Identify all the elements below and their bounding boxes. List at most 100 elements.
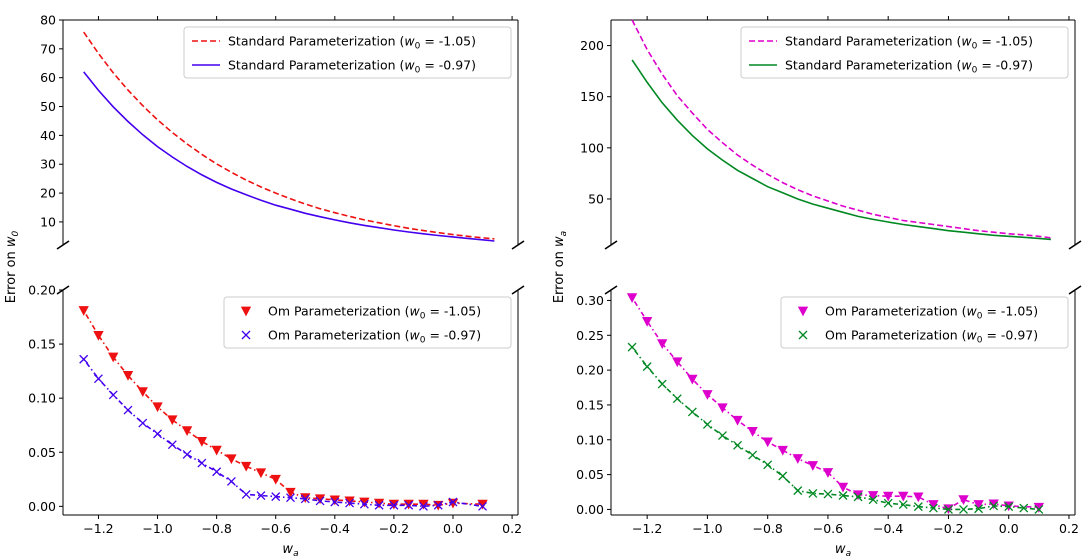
- data-point: [389, 500, 399, 510]
- y-tick-label: 0.00: [28, 499, 56, 514]
- data-point: [687, 374, 698, 385]
- y-axis-label: Error on wa: [552, 231, 569, 303]
- data-point: [747, 427, 758, 437]
- y-tick-label: 10: [40, 214, 56, 229]
- y-tick-label: 0.25: [576, 328, 604, 343]
- legend: Standard Parameterization (w0 = -1.05) St…: [183, 26, 512, 79]
- axis-break-mark: [1068, 240, 1082, 250]
- axis-break-mark: [511, 240, 525, 250]
- legend-box: [183, 26, 512, 79]
- y-tick-label: 50: [40, 99, 56, 114]
- x-tick-label: −0.8: [201, 521, 231, 536]
- data-point: [793, 486, 803, 496]
- data-point: [883, 491, 894, 502]
- data-point: [687, 407, 697, 417]
- legend-marker: [240, 306, 252, 317]
- data-point: [626, 293, 638, 304]
- x-tick-label: −0.8: [752, 521, 782, 536]
- series-1: [79, 354, 488, 511]
- data-point: [138, 418, 148, 428]
- data-point: [641, 316, 653, 327]
- data-point: [702, 390, 713, 400]
- data-point: [197, 458, 207, 468]
- y-tick-label: 80: [40, 13, 56, 28]
- data-point: [433, 500, 443, 510]
- data-point: [1004, 502, 1014, 512]
- y-tick-label: 0.15: [576, 397, 604, 412]
- axis-break-mark: [604, 285, 618, 295]
- data-point: [974, 504, 984, 514]
- x-tick-label: 0.0: [443, 521, 463, 536]
- legend-box: [780, 296, 1069, 349]
- data-point: [359, 499, 369, 509]
- data-point: [762, 437, 773, 448]
- legend-label: Standard Parameterization (w0 = -0.97): [228, 58, 476, 76]
- data-point: [226, 477, 236, 486]
- data-point: [256, 491, 266, 500]
- data-point: [286, 493, 295, 503]
- data-point: [182, 449, 192, 459]
- data-point: [958, 495, 969, 506]
- data-point: [928, 500, 939, 510]
- data-point: [808, 488, 818, 498]
- data-point: [717, 403, 728, 414]
- x-tick-label: 0.0: [999, 521, 1019, 536]
- data-point: [329, 495, 340, 506]
- data-point: [152, 402, 163, 413]
- data-point: [898, 491, 909, 502]
- data-point: [792, 454, 803, 464]
- data-point: [763, 460, 773, 470]
- axis-break-mark: [604, 240, 618, 250]
- y-tick-label: 60: [40, 70, 56, 85]
- data-point: [733, 440, 743, 450]
- data-point: [822, 468, 834, 478]
- data-point: [959, 504, 968, 514]
- data-point: [153, 429, 163, 439]
- data-point: [271, 492, 281, 502]
- y-tick-label: 0.10: [28, 391, 56, 406]
- legend-label: Standard Parameterization (w0 = -0.97): [785, 58, 1033, 76]
- legend-marker: [241, 330, 251, 340]
- legend: Om Parameterization (w0 = -1.05) Om Param…: [223, 296, 512, 349]
- x-axis-label: wa: [835, 542, 851, 559]
- data-point: [672, 357, 683, 368]
- data-point: [928, 503, 938, 513]
- data-point: [943, 504, 953, 514]
- data-point: [883, 498, 893, 508]
- data-point: [672, 394, 682, 404]
- data-point: [642, 362, 652, 372]
- x-tick-label: −1.2: [632, 521, 662, 536]
- panel-bottom-left: −1.2 −1.0 −0.8 −0.6 −0.4 −0.2 0.0 0.2 wa 0.00 0.05…: [4, 230, 525, 559]
- data-point: [913, 502, 923, 512]
- data-point: [285, 487, 296, 498]
- data-point: [181, 426, 193, 436]
- data-point: [898, 500, 908, 510]
- series-1: [631, 59, 1051, 241]
- x-tick-label: −1.0: [142, 521, 172, 536]
- y-tick-label: 0.05: [576, 467, 604, 482]
- data-point: [838, 491, 848, 500]
- data-point: [418, 501, 428, 511]
- series-1: [627, 342, 1044, 514]
- data-point: [627, 342, 637, 352]
- data-point: [123, 405, 133, 415]
- data-point: [868, 495, 878, 505]
- y-tick-label: 0.05: [28, 445, 56, 460]
- data-point: [989, 501, 999, 511]
- y-tick-label: 20: [40, 186, 56, 201]
- y-tick-label: 50: [588, 191, 604, 206]
- data-point: [226, 454, 237, 465]
- x-tick-label: 0.2: [502, 521, 522, 536]
- axis-break-mark: [56, 240, 70, 250]
- legend-label: Om Parameterization (w0 = -0.97): [825, 328, 1038, 346]
- legend: Om Parameterization (w0 = -1.05) Om Param…: [780, 296, 1069, 349]
- data-point: [79, 354, 89, 364]
- data-point: [1034, 504, 1044, 514]
- legend: Standard Parameterization (w0 = -1.05) St…: [740, 26, 1069, 79]
- data-point: [255, 468, 267, 479]
- y-tick-label: 70: [40, 41, 56, 56]
- x-tick-label: −0.2: [933, 521, 963, 536]
- panel-top-left: 10 20 30 40 50 60 70 80 Standard Parameterizatio…: [40, 13, 525, 250]
- axis-break-mark: [511, 285, 525, 295]
